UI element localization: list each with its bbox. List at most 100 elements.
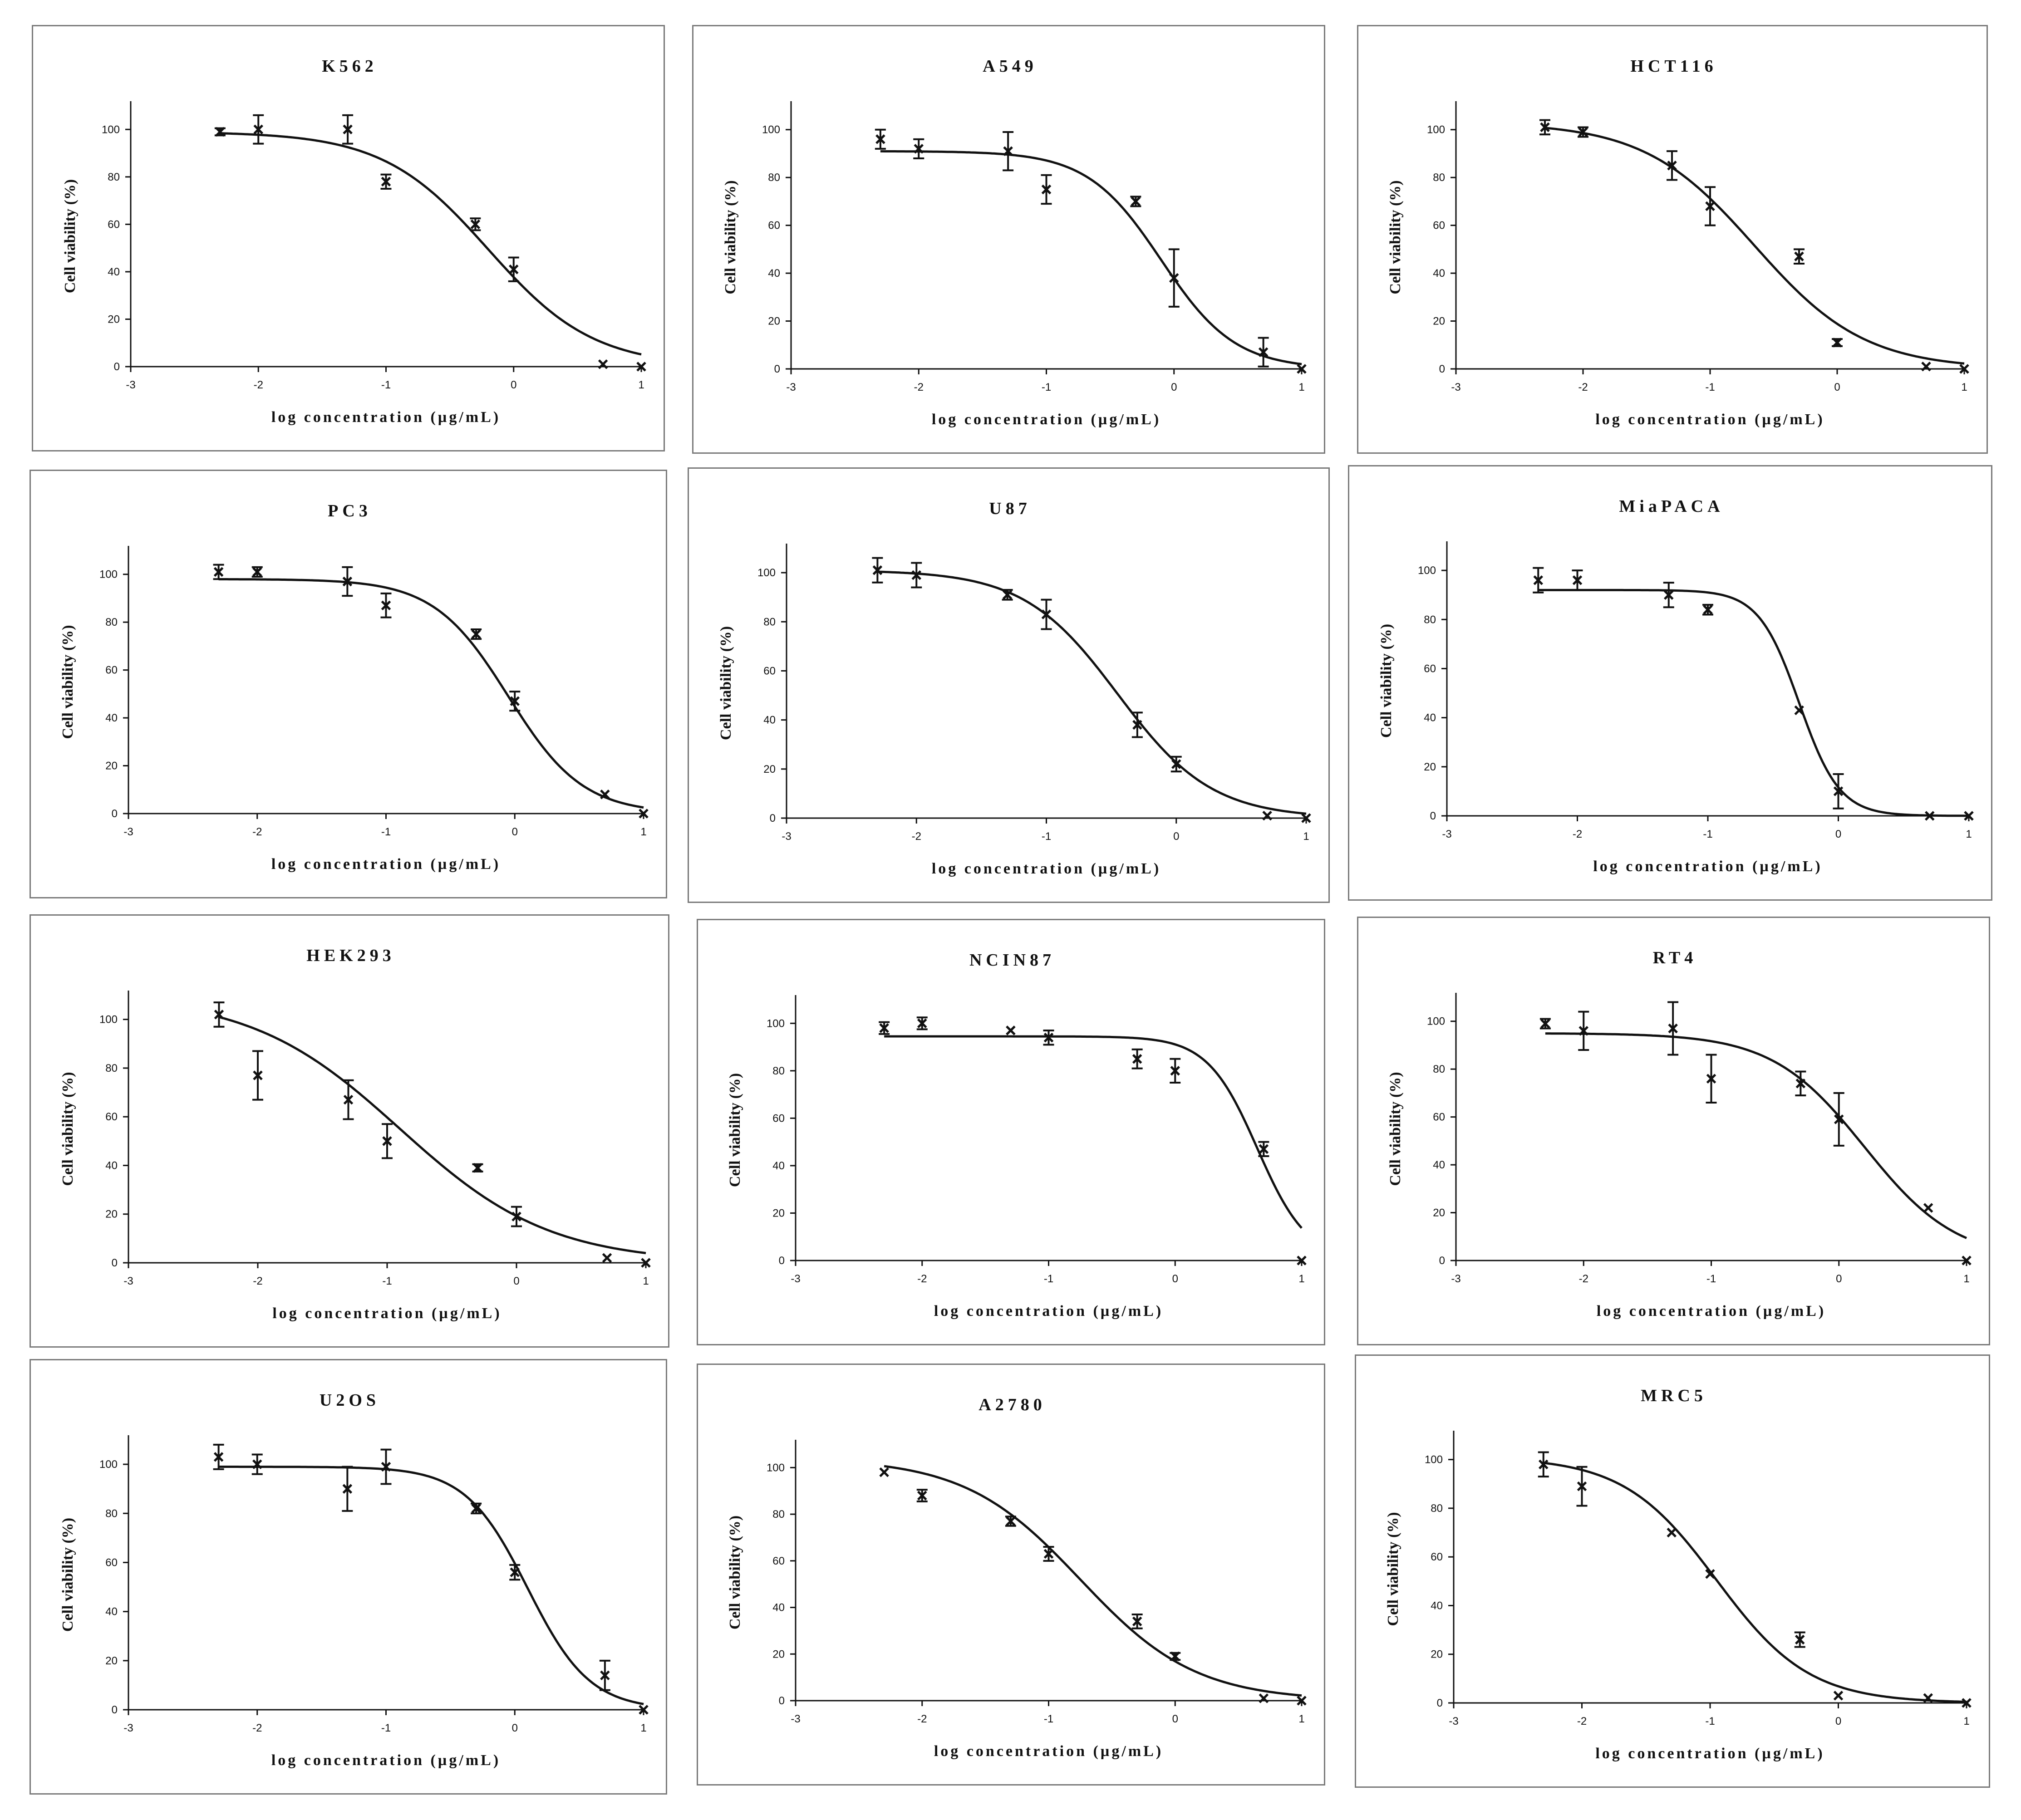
- y-tick-label: 100: [99, 1458, 118, 1471]
- x-marker: [600, 1670, 610, 1681]
- y-tick-label: 80: [108, 171, 120, 183]
- x-tick-label: -2: [917, 1273, 927, 1285]
- y-tick-label: 100: [1427, 124, 1445, 136]
- y-tick-label: 0: [779, 1255, 785, 1267]
- y-tick-label: 20: [108, 313, 120, 325]
- y-tick-label: 100: [1425, 1454, 1443, 1466]
- x-tick-label: -1: [382, 1275, 392, 1287]
- data-point: [1297, 1256, 1307, 1266]
- x-marker: [1705, 1569, 1715, 1579]
- data-point: [1923, 1693, 1933, 1703]
- x-marker: [1258, 347, 1269, 357]
- data-point: [380, 173, 392, 190]
- x-marker: [1923, 1693, 1933, 1703]
- x-tick-label: -1: [381, 826, 391, 838]
- x-tick-label: -3: [123, 826, 133, 838]
- y-tick-label: 40: [1424, 712, 1436, 724]
- y-tick-label: 100: [99, 1014, 118, 1026]
- x-tick-label: 0: [1171, 381, 1177, 393]
- x-tick-label: -1: [1705, 381, 1715, 393]
- y-tick-label: 60: [763, 665, 776, 677]
- x-marker: [1959, 364, 1969, 374]
- y-tick-label: 100: [99, 569, 118, 581]
- y-tick-label: 100: [102, 123, 120, 136]
- fit-curve: [884, 1035, 1303, 1229]
- x-marker: [213, 1452, 224, 1462]
- x-marker: [1006, 1516, 1016, 1526]
- chart-svg-1: A549 0 20 40 60 80 100 -3 -2 -1 0 1 log concentratio…: [722, 57, 1307, 428]
- chart-svg-6: HEK293 0 20 40 60 80 100 -3 -2 -1 0 1 log concentrat…: [59, 946, 651, 1322]
- y-tick-label: 20: [105, 1655, 118, 1667]
- fit-curve: [877, 570, 1307, 815]
- chart-panel-6: HEK293 0 20 40 60 80 100 -3 -2 -1 0 1 log concentrat…: [30, 914, 669, 1348]
- x-marker: [1706, 1074, 1716, 1084]
- data-point: [916, 1016, 928, 1030]
- y-tick-label: 40: [108, 266, 120, 278]
- data-point: [253, 114, 264, 145]
- data-point: [1043, 1029, 1054, 1046]
- data-point: [1170, 1651, 1181, 1662]
- y-tick-label: 80: [1424, 613, 1436, 626]
- y-tick-label: 80: [1431, 1502, 1443, 1515]
- x-marker: [1043, 1032, 1054, 1043]
- data-point: [1258, 337, 1269, 368]
- x-marker: [1921, 361, 1931, 372]
- x-axis-label: log concentration (µg/mL): [1595, 411, 1824, 428]
- data-point: [1705, 186, 1716, 226]
- x-marker: [914, 144, 924, 154]
- x-marker: [1924, 811, 1935, 821]
- fit-curve: [218, 1466, 644, 1705]
- x-tick-label: -1: [381, 1722, 391, 1734]
- fit-curve: [1543, 1462, 1967, 1703]
- x-marker: [1540, 1019, 1550, 1029]
- x-marker: [879, 1467, 889, 1477]
- x-marker: [381, 600, 391, 611]
- x-axis-label: log concentration (µg/mL): [1597, 1303, 1826, 1320]
- chart-panel-0: K562 0 20 40 60 80 100 -3 -2 -1 0 1 log concentratio…: [32, 25, 665, 451]
- data-point: [879, 1467, 889, 1477]
- y-tick-label: 100: [762, 124, 780, 136]
- y-axis-label: Cell viability (%): [727, 1073, 743, 1187]
- data-point: [508, 256, 519, 282]
- x-marker: [213, 567, 224, 577]
- x-tick-label: 1: [643, 1275, 649, 1287]
- x-marker: [253, 1070, 263, 1080]
- y-tick-label: 40: [772, 1160, 785, 1172]
- data-point: [875, 128, 886, 150]
- y-tick-label: 80: [105, 1507, 118, 1520]
- chart-svg-3: PC3 0 20 40 60 80 100 -3 -2 -1 0 1 log concentration…: [59, 501, 649, 873]
- x-tick-label: -3: [791, 1273, 800, 1285]
- data-point: [1833, 1092, 1844, 1147]
- x-tick-label: -2: [254, 379, 263, 391]
- fit-curve: [884, 1465, 1302, 1697]
- x-marker: [1794, 705, 1805, 716]
- data-point: [879, 1021, 890, 1035]
- data-point: [1924, 811, 1935, 821]
- data-point: [1964, 811, 1974, 821]
- y-tick-label: 40: [772, 1602, 785, 1614]
- y-axis-label: Cell viability (%): [1385, 1512, 1401, 1626]
- y-tick-label: 100: [767, 1017, 785, 1030]
- y-tick-label: 20: [1424, 761, 1436, 773]
- x-marker: [508, 264, 519, 275]
- data-point: [1301, 813, 1311, 823]
- data-point: [1538, 1451, 1549, 1478]
- y-tick-label: 80: [772, 1508, 785, 1521]
- y-tick-label: 80: [105, 616, 118, 628]
- x-marker: [1259, 1693, 1269, 1703]
- data-point: [1006, 1025, 1016, 1035]
- data-point: [1578, 1011, 1589, 1051]
- x-marker: [511, 1212, 521, 1222]
- x-marker: [636, 362, 646, 372]
- y-axis-label: Cell viability (%): [59, 1518, 76, 1632]
- y-tick-label: 80: [768, 172, 780, 184]
- x-marker: [1923, 1203, 1933, 1213]
- x-marker: [1262, 810, 1272, 821]
- chart-svg-11: MRC5 0 20 40 60 80 100 -3 -2 -1 0 1 log concentratio…: [1385, 1386, 1972, 1762]
- data-point: [1539, 1018, 1551, 1030]
- x-marker: [1043, 1549, 1054, 1559]
- x-tick-label: -2: [914, 381, 924, 393]
- data-point: [872, 557, 883, 584]
- data-point: [1832, 338, 1843, 348]
- data-point: [1297, 1696, 1307, 1706]
